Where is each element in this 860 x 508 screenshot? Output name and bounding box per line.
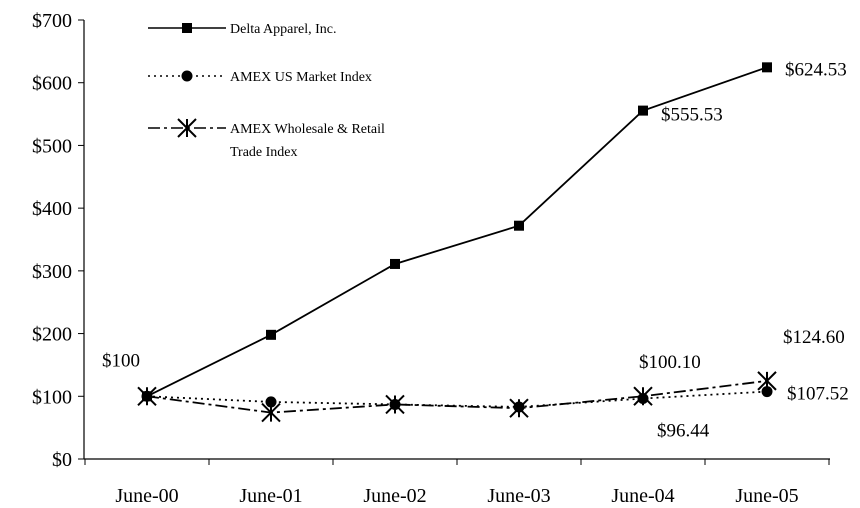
legend-label: Delta Apparel, Inc.	[230, 22, 337, 37]
legend-label: AMEX Wholesale & Retail	[230, 122, 385, 137]
marker-circle	[265, 396, 277, 408]
y-tick-label: $500	[32, 135, 72, 157]
marker-square	[514, 220, 524, 231]
marker-asterisk	[633, 386, 653, 406]
series-line	[146, 390, 768, 408]
y-tick-label: $600	[32, 73, 72, 95]
data-label: $124.60	[783, 327, 845, 348]
marker-asterisk	[261, 402, 281, 423]
y-tick-label: $100	[32, 386, 72, 408]
marker-square	[762, 62, 772, 73]
y-tick-label: $200	[32, 324, 72, 346]
marker-square	[390, 258, 400, 269]
marker-circle	[181, 70, 193, 82]
series-2	[141, 386, 773, 413]
x-tick-label: June-01	[239, 485, 302, 507]
x-tick-label: June-02	[363, 485, 426, 507]
data-label: $100.10	[639, 352, 701, 373]
x-tick-label: June-00	[115, 485, 178, 507]
legend: Delta Apparel, Inc. AMEX US Market Index A…	[148, 22, 385, 160]
marker-asterisk	[137, 386, 157, 406]
x-tick-label: June-04	[611, 485, 674, 507]
y-tick-label: $700	[32, 10, 72, 32]
x-tick-label: June-05	[735, 485, 798, 507]
marker-asterisk	[385, 394, 405, 415]
data-label: $96.44	[657, 421, 710, 442]
marker-circle	[761, 386, 773, 398]
legend-label: AMEX US Market Index	[230, 70, 372, 85]
series-line	[146, 379, 768, 414]
marker-square	[638, 105, 648, 116]
series-line	[146, 66, 768, 398]
data-label: $624.53	[785, 59, 847, 80]
data-label: $100	[102, 350, 140, 371]
marker-square	[182, 23, 192, 33]
legend-item: Delta Apparel, Inc.	[148, 22, 337, 37]
y-tick-label: $300	[32, 261, 72, 283]
series-3	[137, 371, 777, 423]
data-label: $107.52	[787, 384, 849, 405]
marker-asterisk	[177, 118, 197, 138]
legend-label: Trade Index	[230, 145, 298, 160]
x-tick-label: June-03	[487, 485, 550, 507]
data-label: $555.53	[661, 105, 723, 126]
y-tick-label: $400	[32, 198, 72, 220]
legend-item: AMEX Wholesale & Retail Trade Index	[148, 118, 385, 160]
y-tick-label: $0	[52, 449, 72, 471]
marker-square	[266, 329, 276, 340]
legend-item: AMEX US Market Index	[148, 70, 372, 85]
marker-asterisk	[757, 371, 777, 391]
marker-asterisk	[509, 398, 529, 418]
